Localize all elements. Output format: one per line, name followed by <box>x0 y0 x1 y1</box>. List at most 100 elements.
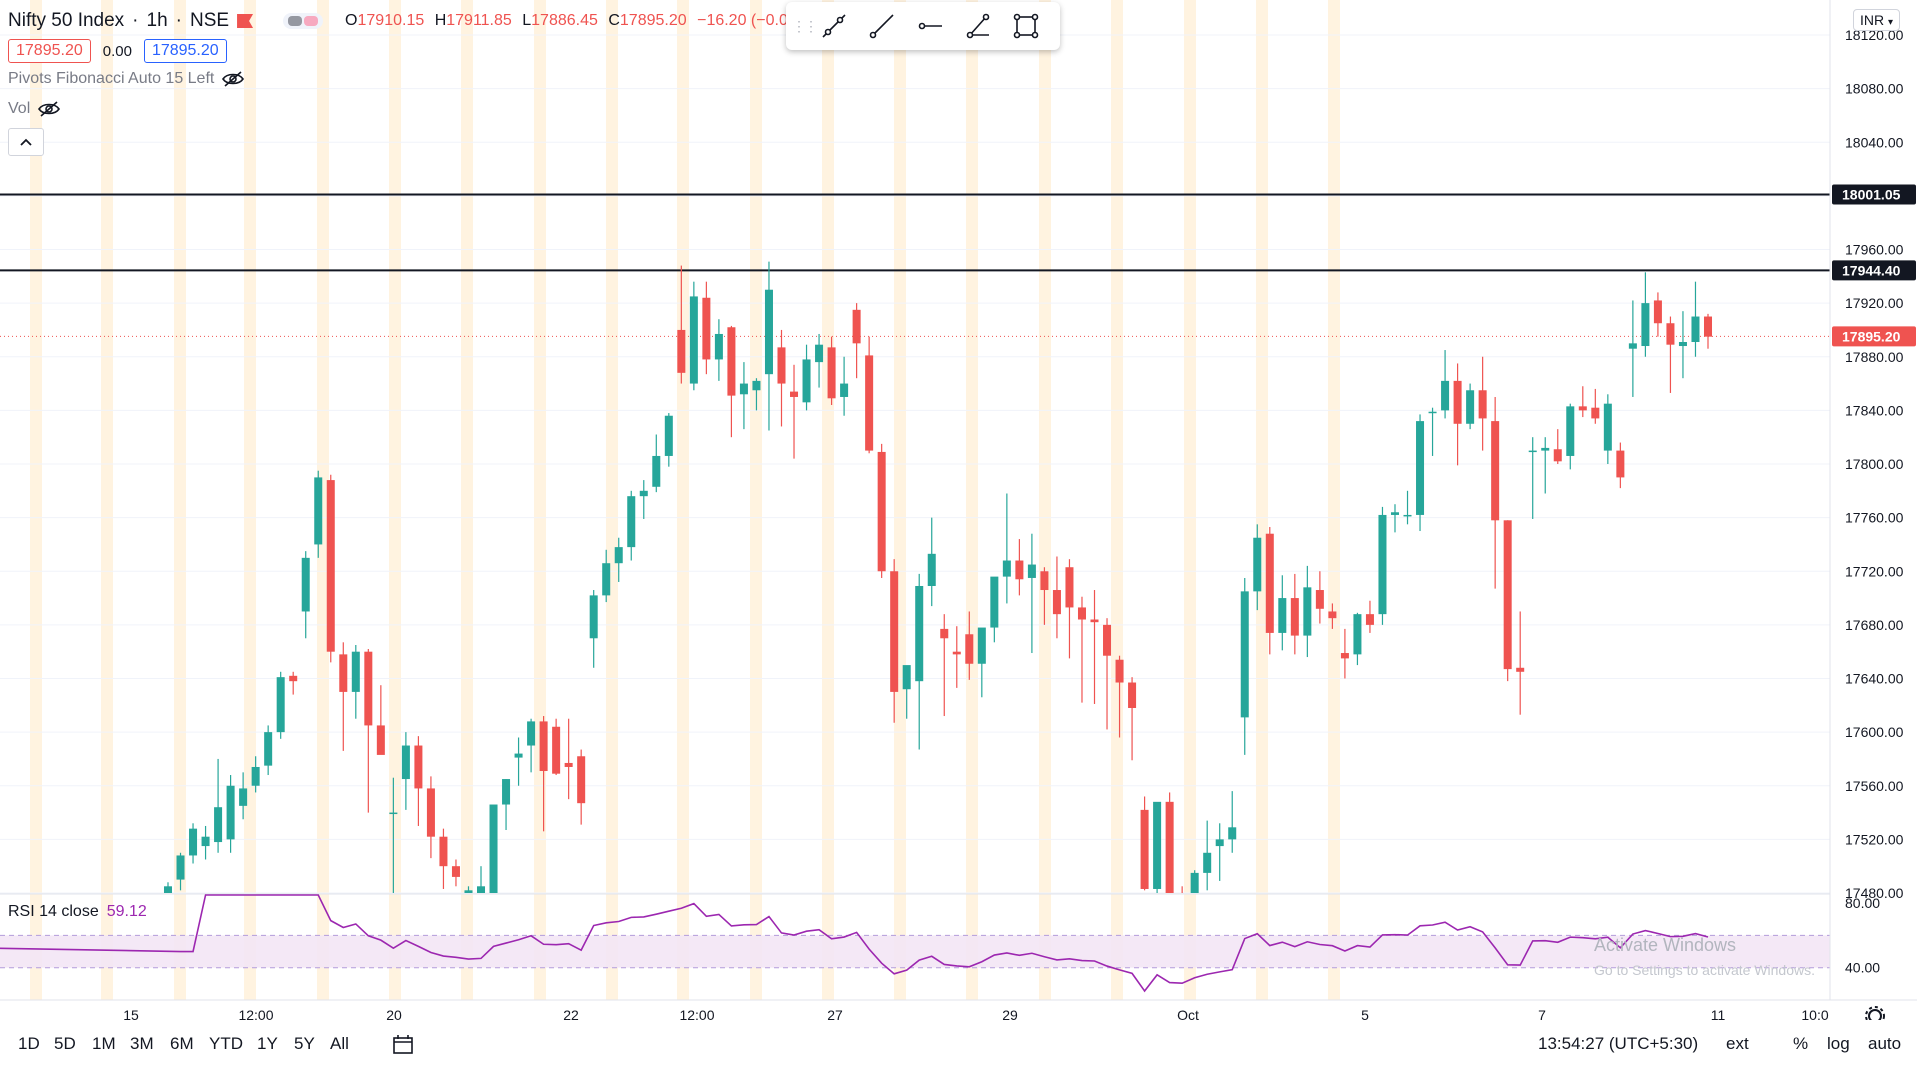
candle[interactable] <box>289 671 298 695</box>
price-level-label[interactable]: 17895.20 <box>1832 326 1916 347</box>
candle[interactable] <box>927 517 936 607</box>
candle[interactable] <box>739 362 748 430</box>
candle[interactable] <box>564 718 573 800</box>
angle-tool[interactable] <box>954 2 1002 50</box>
rsi-legend[interactable]: RSI 14 close 59.12 <box>8 903 147 921</box>
candle[interactable] <box>802 344 811 411</box>
candle[interactable] <box>1703 313 1713 349</box>
eye-hidden-icon[interactable] <box>38 101 61 117</box>
candle[interactable] <box>1528 437 1537 519</box>
candle[interactable] <box>226 775 235 853</box>
candle[interactable] <box>376 685 385 755</box>
candle[interactable] <box>314 470 323 558</box>
candle[interactable] <box>539 716 548 832</box>
candle[interactable] <box>1516 611 1525 715</box>
timeframe-button-1y[interactable]: 1Y <box>257 1034 278 1053</box>
candle[interactable] <box>1666 316 1675 393</box>
candle[interactable] <box>477 866 486 906</box>
sell-button[interactable]: 17895.20 <box>8 39 91 63</box>
candle[interactable] <box>977 627 986 698</box>
candle[interactable] <box>865 336 874 454</box>
candle[interactable] <box>1315 571 1324 624</box>
candle[interactable] <box>602 549 611 603</box>
candle[interactable] <box>339 642 348 751</box>
candle[interactable] <box>1453 363 1462 466</box>
candle[interactable] <box>239 772 248 820</box>
ext-toggle[interactable]: ext <box>1726 1034 1749 1053</box>
auto-toggle[interactable]: auto <box>1868 1034 1902 1053</box>
candle[interactable] <box>214 758 223 853</box>
clock-readout[interactable]: 13:54:27 (UTC+5:30) <box>1538 1034 1699 1053</box>
candle[interactable] <box>389 777 398 896</box>
candle[interactable] <box>276 671 285 739</box>
candle[interactable] <box>1578 386 1587 418</box>
candle[interactable] <box>727 325 736 438</box>
candle[interactable] <box>1390 504 1399 533</box>
rsi-line[interactable] <box>0 894 1709 993</box>
timeframe-button-5d[interactable]: 5D <box>54 1034 76 1053</box>
candle[interactable] <box>439 828 448 889</box>
candle[interactable] <box>1115 655 1124 738</box>
candle[interactable] <box>1491 396 1500 589</box>
candle[interactable] <box>1278 575 1287 651</box>
candle[interactable] <box>351 644 360 719</box>
price-level-label[interactable]: 18001.05 <box>1832 184 1916 205</box>
candle[interactable] <box>664 413 673 467</box>
eye-hidden-icon[interactable] <box>222 71 245 87</box>
candle[interactable] <box>1591 388 1600 424</box>
candle[interactable] <box>1641 272 1650 357</box>
candle[interactable] <box>1027 533 1036 654</box>
candle[interactable] <box>527 718 536 773</box>
candle[interactable] <box>1178 886 1186 911</box>
candle[interactable] <box>1128 677 1137 761</box>
candle[interactable] <box>1503 520 1512 682</box>
candle[interactable] <box>464 886 473 906</box>
candle[interactable] <box>965 611 974 680</box>
candle[interactable] <box>1566 403 1575 470</box>
candle[interactable] <box>1541 437 1550 494</box>
candle[interactable] <box>163 882 173 906</box>
candle[interactable] <box>1416 414 1425 532</box>
candle[interactable] <box>201 825 210 860</box>
percent-toggle[interactable]: % <box>1793 1034 1809 1053</box>
candle[interactable] <box>677 265 686 384</box>
candle[interactable] <box>552 718 561 776</box>
indicator-volume[interactable]: Vol <box>8 94 817 124</box>
candle[interactable] <box>714 319 723 381</box>
candle[interactable] <box>414 736 423 826</box>
ray-tool[interactable] <box>858 2 906 50</box>
candle[interactable] <box>176 852 185 891</box>
candle[interactable] <box>1466 383 1475 430</box>
candle[interactable] <box>877 443 886 578</box>
candle[interactable] <box>1228 791 1237 853</box>
candle[interactable] <box>689 281 698 391</box>
candle[interactable] <box>251 756 260 793</box>
candle[interactable] <box>1478 356 1487 451</box>
candle[interactable] <box>840 356 849 416</box>
candle[interactable] <box>189 823 198 864</box>
candle[interactable] <box>764 261 773 431</box>
candle[interactable] <box>1153 801 1162 896</box>
date-range-button[interactable] <box>392 1034 414 1061</box>
candle[interactable] <box>301 551 310 639</box>
candle[interactable] <box>652 434 661 493</box>
candle[interactable] <box>1065 559 1074 659</box>
candle[interactable] <box>1077 596 1086 703</box>
candle[interactable] <box>1165 792 1174 895</box>
price-level-label[interactable]: 17944.40 <box>1832 260 1916 281</box>
candle[interactable] <box>1678 311 1687 379</box>
candle[interactable] <box>1653 292 1662 337</box>
currency-selector[interactable]: INR ▾ <box>1853 9 1901 31</box>
candle[interactable] <box>752 378 761 411</box>
candle[interactable] <box>589 590 598 668</box>
timeframe-button-3m[interactable]: 3M <box>130 1034 154 1053</box>
candle[interactable] <box>489 804 498 896</box>
candle[interactable] <box>1691 281 1700 357</box>
candle[interactable] <box>1616 442 1625 489</box>
timeframe-button-ytd[interactable]: YTD <box>209 1034 243 1053</box>
candle[interactable] <box>890 559 899 723</box>
candle[interactable] <box>1265 527 1274 655</box>
candle[interactable] <box>1403 490 1412 525</box>
candle[interactable] <box>940 614 949 717</box>
